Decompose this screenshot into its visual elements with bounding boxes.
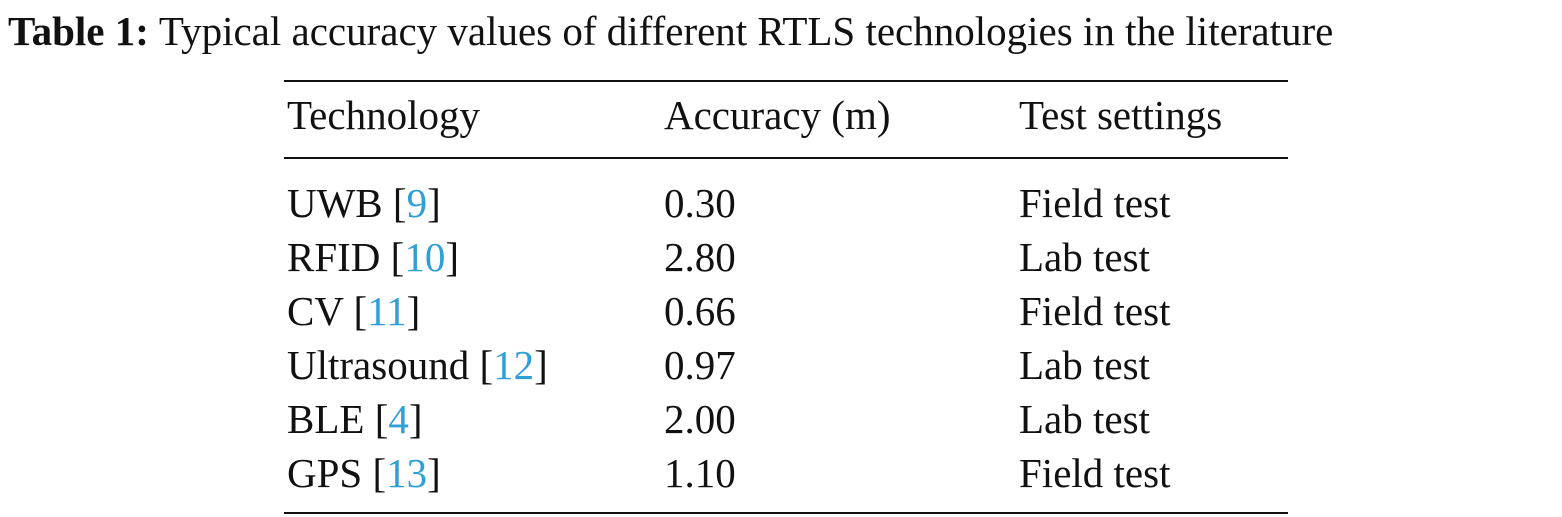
table-row-accuracy: 2.80 — [664, 234, 736, 280]
technology-name: RFID — [287, 234, 381, 280]
table-caption-label: Table 1: — [8, 8, 149, 54]
table-row-accuracy: 1.10 — [664, 450, 736, 496]
table-row-accuracy: 2.00 — [664, 396, 736, 442]
table-row-technology: Ultrasound [12] — [287, 342, 548, 388]
table-row-setting: Lab test — [1019, 342, 1150, 388]
table-row-technology: CV [11] — [287, 288, 421, 334]
table-caption-text: Typical accuracy values of different RTL… — [158, 8, 1334, 54]
citation-link[interactable]: 9 — [406, 180, 428, 226]
table-row-setting: Field test — [1019, 450, 1171, 496]
header-accuracy: Accuracy (m) — [664, 92, 891, 138]
technology-name: UWB — [287, 180, 383, 226]
header-test-settings: Test settings — [1019, 92, 1223, 138]
table-row-technology: UWB [9] — [287, 180, 441, 226]
table-top-rule — [284, 80, 1288, 82]
table-row-setting: Field test — [1019, 180, 1171, 226]
technology-name: CV — [287, 288, 344, 334]
table-row-setting: Lab test — [1019, 396, 1150, 442]
table-row-technology: RFID [10] — [287, 234, 459, 280]
table-row-setting: Field test — [1019, 288, 1171, 334]
technology-name: BLE — [287, 396, 365, 442]
table-bottom-rule — [284, 512, 1288, 514]
table-row-technology: BLE [4] — [287, 396, 423, 442]
citation-link[interactable]: 10 — [404, 234, 446, 280]
header-technology: Technology — [287, 92, 480, 138]
table-row-accuracy: 0.66 — [664, 288, 736, 334]
citation-link[interactable]: 12 — [493, 342, 535, 388]
table-header-rule — [284, 157, 1288, 159]
technology-name: GPS — [287, 450, 363, 496]
citation-link[interactable]: 4 — [388, 396, 409, 442]
citation-link[interactable]: 13 — [386, 450, 428, 496]
table-row-accuracy: 0.30 — [664, 180, 736, 226]
citation-link[interactable]: 11 — [367, 288, 407, 334]
table-row-technology: GPS [13] — [287, 450, 441, 496]
table-row-accuracy: 0.97 — [664, 342, 736, 388]
table-caption: Table 1: Typical accuracy values of diffe… — [8, 6, 1558, 56]
technology-name: Ultrasound — [287, 342, 470, 388]
table-row-setting: Lab test — [1019, 234, 1150, 280]
